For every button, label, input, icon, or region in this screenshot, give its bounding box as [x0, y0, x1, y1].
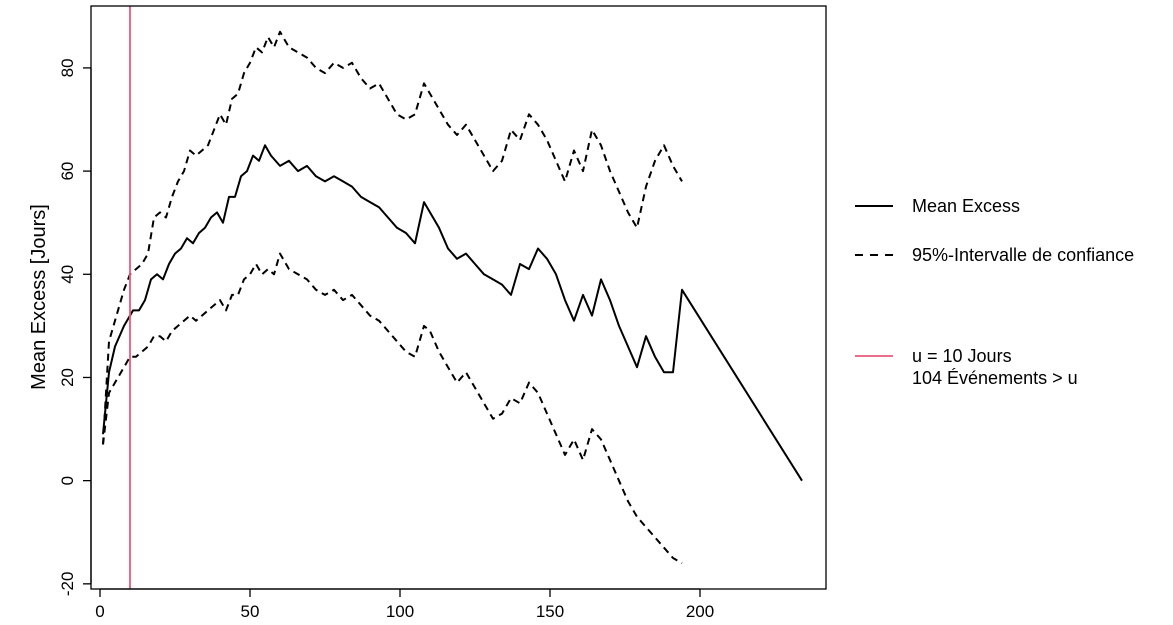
y-tick-label: 60	[58, 162, 77, 181]
y-tick-label: -20	[58, 572, 77, 597]
legend-label-threshold: u = 10 Jours	[912, 346, 1012, 366]
x-tick-label: 100	[386, 602, 414, 621]
legend-label-mean: Mean Excess	[912, 196, 1020, 216]
series-line-0	[102, 144, 803, 482]
x-axis: 0 50 100 150 200	[95, 588, 714, 621]
x-tick-label: 0	[95, 602, 104, 621]
x-tick-label: 50	[241, 602, 260, 621]
series-line-1	[102, 30, 683, 445]
legend: Mean Excess 95%-Intervalle de confiance u …	[855, 196, 1134, 388]
x-tick-label: 150	[536, 602, 564, 621]
plot-frame	[90, 5, 827, 590]
x-tick-label: 200	[686, 602, 714, 621]
y-tick-label: 40	[58, 265, 77, 284]
y-axis: -20 0 20 40 60 80	[58, 58, 92, 597]
series-line-2	[102, 252, 683, 565]
y-axis-title: Mean Excess [Jours]	[28, 204, 50, 390]
legend-label-ci: 95%-Intervalle de confiance	[912, 245, 1134, 265]
y-tick-label: 0	[58, 476, 77, 485]
plot-lines	[102, 6, 803, 589]
y-tick-label: 80	[58, 58, 77, 77]
legend-label-threshold: 104 Événements > u	[912, 368, 1078, 388]
y-tick-label: 20	[58, 368, 77, 387]
